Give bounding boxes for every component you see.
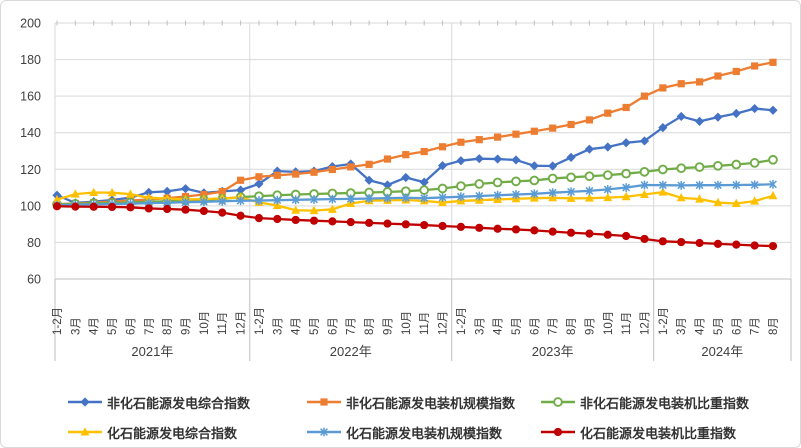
chart-canvas: 60 80 100 120 140 160 180 200 1-2月 3月 4月 5月 6月 7月 8月 9月… [20, 17, 792, 361]
x-tick-label: 10月 [401, 311, 413, 335]
legend-label: 非化石能源发电装机规模指数 [346, 395, 516, 411]
x-tick-label: 4月 [493, 317, 505, 335]
x-tick-label: 4月 [89, 317, 101, 335]
x-tick-label: 9月 [584, 317, 596, 335]
x-tick-label: 5月 [107, 317, 119, 335]
legend-item-非化石能源发电装机规模指数: 非化石能源发电装机规模指数 [307, 393, 515, 411]
legend-label: 化石能源发电装机比重指数 [580, 425, 737, 441]
x-tick-label: 8月 [162, 317, 174, 335]
x-tick-label: 8月 [566, 317, 578, 335]
year-label: 2022年 [330, 344, 372, 359]
series-非化石能源发电综合指数 [52, 103, 778, 208]
x-tick-label: 4月 [695, 317, 707, 335]
y-tick-label: 80 [27, 236, 41, 250]
legend-label: 非化石能源发电综合指数 [107, 395, 251, 411]
diamond-legend-marker-icon [68, 397, 102, 407]
legend-item-非化石能源发电装机比重指数: 非化石能源发电装机比重指数 [541, 393, 749, 411]
legend-item-化石能源发电综合指数: 化石能源发电综合指数 [68, 423, 237, 441]
x-tick-label: 12月 [639, 311, 651, 335]
x-tick-label: 8月 [768, 317, 780, 335]
y-axis-tick-labels: 60 80 100 120 140 160 180 200 [20, 17, 41, 287]
legend-label: 非化石能源发电装机比重指数 [580, 395, 750, 411]
y-tick-label: 200 [20, 17, 41, 31]
x-tick-label: 6月 [529, 317, 541, 335]
x-tick-label: 10月 [199, 311, 211, 335]
x-tick-label: 8月 [364, 317, 376, 335]
x-axis-month-labels: 1-2月 3月 4月 5月 6月 7月 8月 9月 10月 11月 12月 1-2月 3月 4月 5月 6月 7… [52, 307, 780, 335]
x-tick-label: 5月 [713, 317, 725, 335]
gridlines [54, 20, 792, 280]
x-tick-label: 3月 [676, 317, 688, 335]
y-tick-label: 140 [20, 126, 41, 140]
x-tick-label: 12月 [236, 311, 248, 335]
legend-label: 化石能源发电综合指数 [107, 425, 238, 441]
circle-legend-marker-icon [541, 427, 575, 437]
y-tick-label: 180 [20, 53, 41, 67]
triangle-legend-marker-icon [68, 427, 102, 436]
x-tick-label: 7月 [144, 317, 156, 335]
x-tick-label: 3月 [70, 317, 82, 335]
year-label: 2023年 [532, 344, 574, 359]
x-tick-label: 11月 [217, 312, 229, 335]
x-tick-label: 1-2月 [658, 307, 670, 335]
x-tick-label: 12月 [438, 311, 450, 335]
x-tick-label: 5月 [309, 317, 321, 335]
x-tick-label: 11月 [419, 312, 431, 335]
year-label: 2021年 [131, 344, 173, 359]
asterisk-legend-marker-icon [307, 427, 341, 437]
y-tick-label: 160 [20, 90, 41, 104]
x-tick-label: 6月 [731, 317, 743, 335]
x-tick-label: 4月 [291, 317, 303, 335]
x-tick-label: 7月 [346, 317, 358, 335]
series-化石能源发电装机比重指数 [52, 202, 778, 251]
x-tick-label: 6月 [327, 317, 339, 335]
circle-open-legend-marker-icon [541, 397, 575, 407]
x-tick-label: 5月 [511, 317, 523, 335]
x-tick-label: 1-2月 [52, 307, 64, 335]
y-tick-label: 120 [20, 163, 41, 177]
year-label: 2024年 [701, 344, 743, 359]
x-axis-year-labels: 2021年 2022年 2023年 2024年 [131, 344, 743, 359]
x-tick-label: 3月 [474, 317, 486, 335]
legend-item-化石能源发电装机规模指数: 化石能源发电装机规模指数 [307, 423, 502, 441]
x-tick-label: 6月 [125, 317, 137, 335]
x-tick-label: 1-2月 [456, 307, 468, 335]
x-tick-label: 9月 [181, 317, 193, 335]
x-tick-label: 7月 [548, 317, 560, 335]
x-axis [54, 279, 792, 361]
x-tick-label: 1-2月 [254, 307, 266, 335]
x-tick-label: 10月 [603, 311, 615, 335]
x-tick-label: 7月 [750, 317, 762, 335]
legend-label: 化石能源发电装机规模指数 [346, 425, 503, 441]
y-tick-label: 100 [20, 199, 41, 213]
y-tick-label: 60 [27, 273, 41, 287]
square-legend-marker-icon [307, 398, 341, 406]
legend-item-化石能源发电装机比重指数: 化石能源发电装机比重指数 [541, 423, 736, 441]
legend-item-非化石能源发电综合指数: 非化石能源发电综合指数 [68, 393, 250, 411]
x-tick-label: 9月 [382, 317, 394, 335]
x-tick-label: 11月 [621, 312, 633, 335]
x-tick-label: 3月 [272, 317, 284, 335]
